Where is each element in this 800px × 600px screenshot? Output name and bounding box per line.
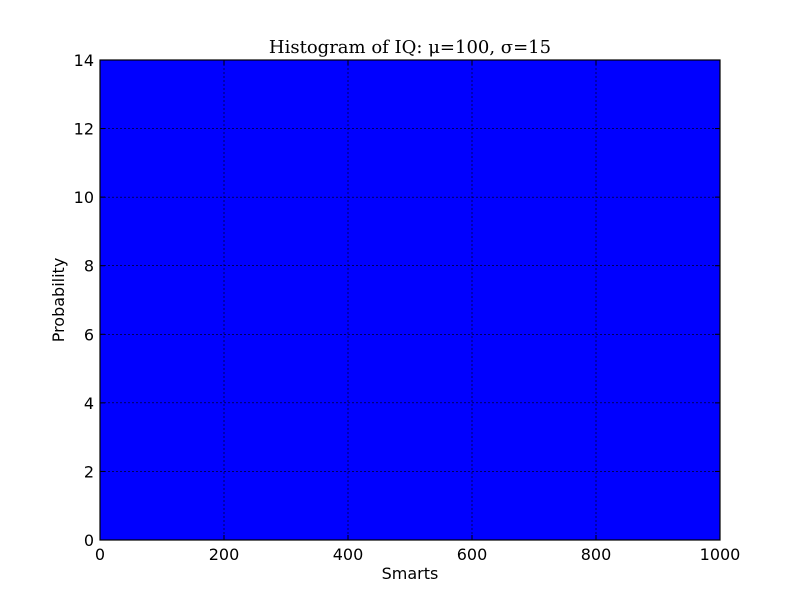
x-tick-label: 800 — [581, 545, 612, 564]
grid-layer — [100, 60, 720, 540]
axes-frame — [99, 59, 721, 541]
y-tick-label: 10 — [74, 188, 94, 207]
chart-title: Histogram of IQ: μ=100, σ=15 — [269, 37, 551, 58]
bars-layer — [99, 59, 721, 541]
ticks-layer — [99, 59, 721, 541]
y-tick-label: 2 — [84, 462, 94, 481]
y-tick-label: 6 — [84, 325, 94, 344]
x-tick-label: 200 — [209, 545, 240, 564]
y-axis-label: Probability — [49, 258, 68, 343]
y-axis-tick-labels: 0 2 4 6 8 10 12 14 — [74, 51, 94, 550]
x-tick-label: 0 — [95, 545, 105, 564]
x-tick-label: 400 — [333, 545, 364, 564]
plot-area — [99, 59, 721, 541]
x-axis-tick-labels: 0 200 400 600 800 1000 — [95, 545, 740, 564]
y-tick-label: 14 — [74, 51, 94, 70]
y-tick-label: 12 — [74, 120, 94, 139]
x-axis-label: Smarts — [382, 564, 439, 583]
y-tick-label: 4 — [84, 394, 94, 413]
y-tick-label: 0 — [84, 531, 94, 550]
histogram-bar-0 — [99, 59, 721, 541]
y-tick-label: 8 — [84, 257, 94, 276]
x-tick-label: 1000 — [700, 545, 741, 564]
x-tick-label: 600 — [457, 545, 488, 564]
